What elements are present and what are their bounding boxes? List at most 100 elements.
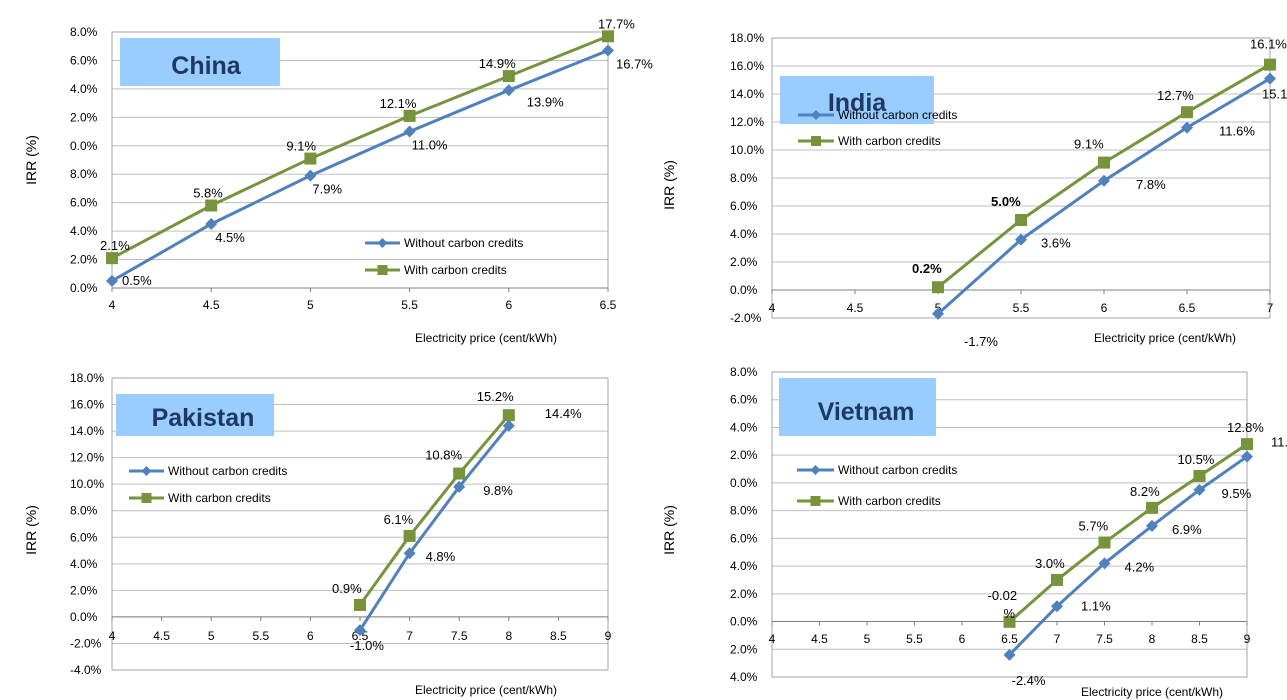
data-label: -1.7% — [964, 334, 998, 349]
x-tick-label: 7 — [1054, 632, 1061, 646]
y-tick-label: 4.0% — [70, 224, 98, 238]
x-tick-label: 8 — [505, 629, 512, 643]
x-tick-label: 6.5 — [600, 298, 617, 312]
legend-label: Without carbon credits — [838, 108, 957, 122]
point-marker-diamond — [1003, 648, 1016, 661]
data-label: -2.4% — [1012, 673, 1046, 688]
plot-frame — [771, 37, 1271, 319]
chart-vietnam: 4.0% 2.0% 0.0% 2.0% 4.0% 6.0% 8.0% 0.0% 2.0% 4.0%… — [661, 365, 1287, 699]
y-tick-label: 4.0% — [730, 227, 758, 241]
x-tick-label: 4 — [109, 629, 116, 643]
x-tick-label: 5 — [208, 629, 215, 643]
point-marker-square — [602, 30, 614, 43]
point-marker-square — [1003, 615, 1016, 628]
point-marker-square — [354, 598, 366, 611]
series-line-with — [358, 414, 510, 606]
point-marker-diamond — [403, 547, 416, 560]
y-axis-title: IRR (%) — [661, 505, 677, 555]
point-marker-diamond — [304, 169, 317, 182]
point-marker-diamond — [1193, 483, 1206, 496]
point-marker-square — [403, 109, 416, 122]
x-tick-label: 6.5 — [1179, 301, 1196, 315]
y-tick-label: 4.0% — [70, 82, 98, 96]
point-marker-diamond — [205, 218, 218, 230]
x-tick-label: 5.5 — [1013, 301, 1030, 315]
x-tick-label: 6 — [505, 298, 512, 312]
data-label: 12.7% — [1157, 88, 1194, 103]
y-tick-label: 8.0% — [70, 25, 98, 39]
x-tick-label: 5.5 — [401, 298, 418, 312]
y-tick-label: 2.0% — [730, 255, 758, 269]
title-box — [116, 394, 274, 436]
legend-marker-diamond — [811, 110, 821, 120]
data-label: 13.9% — [527, 94, 564, 109]
y-tick-label: 4.0% — [70, 557, 98, 571]
legend-label: With carbon credits — [168, 491, 271, 505]
point-marker-square — [403, 529, 416, 542]
y-tick-label: 2.0% — [70, 583, 98, 597]
data-label: 5.7% — [1079, 519, 1109, 534]
point-marker-diamond — [502, 419, 515, 432]
x-tick-label: 7 — [406, 629, 413, 643]
x-tick-label: 4.5 — [847, 301, 864, 315]
chart-title: Pakistan — [152, 404, 255, 432]
legend-label: With carbon credits — [404, 263, 507, 277]
x-tick-label: 6 — [307, 629, 314, 643]
x-tick-label: 4.5 — [153, 629, 170, 643]
data-label: 17.7% — [598, 16, 635, 31]
title-box — [779, 378, 936, 436]
x-tick-label: 8 — [1149, 632, 1156, 646]
point-marker-square — [1098, 156, 1110, 169]
y-tick-label: 6.0% — [730, 531, 758, 545]
chart-title: India — [828, 89, 887, 117]
point-marker-square — [502, 409, 515, 422]
y-tick-label: 14.0% — [70, 424, 104, 438]
data-label: 3.6% — [1041, 236, 1071, 251]
data-label: 12.1% — [380, 96, 417, 111]
point-marker-square — [1098, 536, 1111, 549]
data-label: 16.7% — [616, 56, 653, 71]
y-axis-title: IRR (%) — [661, 160, 677, 210]
y-tick-label: 0.0% — [70, 139, 98, 153]
plot-frame — [111, 377, 609, 671]
legend-label: Without carbon credits — [404, 236, 523, 250]
point-marker-diamond — [1181, 121, 1193, 134]
data-label: 9.8% — [483, 483, 513, 498]
data-label: 9.1% — [286, 139, 316, 154]
point-marker-diamond — [1241, 450, 1253, 463]
x-tick-label: 7.5 — [1096, 632, 1113, 646]
y-tick-label: 6.0% — [70, 530, 98, 544]
chart-pakistan: -4.0% -2.0% 0.0% 2.0% 4.0% 6.0% 8.0% 10.0% 12.0%… — [23, 371, 612, 697]
legend-label: Without carbon credits — [168, 464, 287, 478]
data-label: 7.8% — [1136, 177, 1166, 192]
y-axis-title: IRR (%) — [23, 505, 39, 555]
legend-marker-square — [810, 496, 821, 506]
y-tick-label: 10.0% — [730, 143, 764, 157]
y-tick-label: 6.0% — [730, 393, 758, 407]
y-tick-label: 4.0% — [730, 559, 758, 573]
point-marker-square — [1241, 438, 1253, 451]
data-label: 9.1% — [1074, 137, 1104, 152]
data-label: 7.9% — [312, 182, 342, 197]
x-tick-label: 6.5 — [1001, 632, 1018, 646]
point-marker-square — [453, 467, 466, 480]
data-label: 1.1% — [1081, 598, 1111, 613]
data-label: -1.0% — [350, 638, 384, 653]
x-axis-title: Electricity price (cent/kWh) — [1081, 685, 1223, 699]
legend-label: With carbon credits — [838, 134, 941, 148]
x-axis-title: Electricity price (cent/kWh) — [415, 683, 557, 697]
y-tick-label: 2.0% — [70, 253, 98, 267]
x-tick-label: 7 — [1267, 301, 1274, 315]
point-marker-square — [932, 281, 944, 294]
y-tick-label: 0.0% — [70, 281, 98, 295]
y-tick-label: 4.0% — [730, 420, 758, 434]
point-marker-diamond — [932, 307, 944, 320]
data-label: 16.1% — [1250, 37, 1287, 52]
point-marker-square — [1181, 106, 1193, 119]
series-line-without — [1008, 455, 1248, 656]
y-tick-label: -2.0% — [70, 636, 102, 650]
y-axis-title: IRR (%) — [23, 135, 39, 185]
y-tick-label: 8.0% — [730, 365, 758, 379]
y-tick-label: 4.0% — [730, 670, 758, 684]
